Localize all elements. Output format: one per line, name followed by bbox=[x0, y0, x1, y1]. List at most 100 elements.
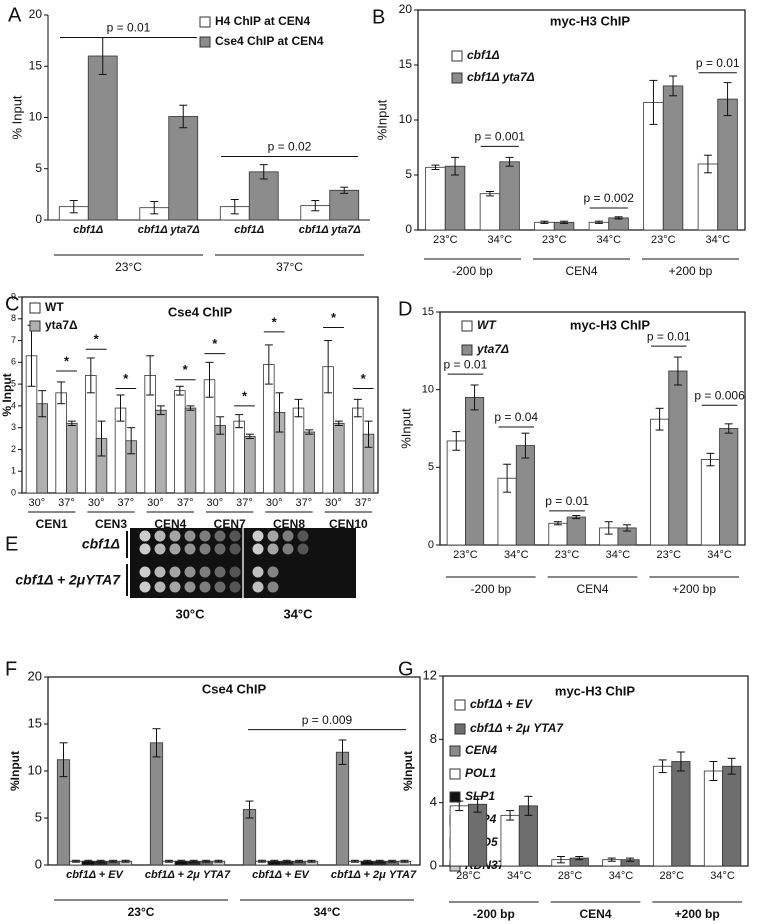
error-bar bbox=[505, 156, 514, 167]
colony bbox=[184, 543, 196, 555]
legend-label: cbf1Δ yta7Δ bbox=[467, 70, 535, 84]
group-label: CEN8 bbox=[273, 517, 305, 531]
legend-swatch bbox=[461, 320, 473, 332]
plot-frame bbox=[439, 311, 746, 546]
error-bar bbox=[109, 859, 118, 863]
colony bbox=[139, 543, 151, 555]
error-bar bbox=[607, 857, 616, 862]
error-bar bbox=[452, 431, 461, 451]
legend-label: yta7Δ bbox=[476, 342, 509, 356]
error-bar bbox=[307, 859, 316, 863]
y-tick-label: 9 bbox=[11, 291, 16, 301]
error-bar bbox=[67, 420, 76, 426]
error-bar bbox=[572, 514, 581, 520]
x-tick-label-box: 34°C bbox=[506, 870, 532, 882]
x-tick-label: 37° bbox=[354, 497, 372, 509]
bar bbox=[499, 161, 520, 231]
x-tick-label: cbf1Δ + EV bbox=[252, 869, 309, 881]
bar bbox=[697, 163, 719, 231]
error-bar bbox=[658, 759, 667, 774]
group-label: CEN4 bbox=[565, 264, 597, 278]
error-bar bbox=[189, 859, 198, 863]
bar bbox=[233, 420, 245, 494]
group-label: +200 bp bbox=[669, 264, 713, 278]
y-tick-label: 5 bbox=[35, 809, 42, 824]
legend-swatch bbox=[449, 745, 461, 757]
bar bbox=[717, 98, 738, 231]
error-bar bbox=[524, 795, 533, 816]
legend-swatch bbox=[29, 320, 41, 332]
error-bar bbox=[431, 164, 440, 170]
x-tick-label-box: 37° bbox=[58, 497, 75, 509]
colony bbox=[252, 530, 264, 542]
colony bbox=[252, 581, 264, 593]
error-bar bbox=[152, 728, 161, 758]
y-axis-label: % Input bbox=[0, 373, 14, 416]
x-tick-label: 34°C bbox=[506, 870, 532, 882]
y-tick-label: 20 bbox=[28, 668, 42, 683]
significance-label: * bbox=[123, 371, 129, 386]
chart-title: myc-H3 ChIP bbox=[570, 317, 651, 332]
colony bbox=[282, 530, 294, 542]
x-tick-label-box: 23°C bbox=[542, 234, 567, 246]
x-tick-label: 23°C bbox=[453, 549, 478, 561]
x-tick-label-box: 23°C bbox=[651, 234, 676, 246]
x-tick-label-box: 30° bbox=[88, 497, 105, 509]
error-bar bbox=[71, 859, 80, 863]
legend-swatch bbox=[451, 50, 463, 62]
group-label: +200 bp bbox=[672, 582, 716, 596]
x-tick-label: 34°C bbox=[705, 234, 731, 246]
colony bbox=[282, 543, 294, 555]
error-bar bbox=[473, 795, 482, 813]
y-tick-label: 7 bbox=[11, 335, 16, 345]
bar bbox=[608, 217, 629, 231]
y-axis-label: %Input bbox=[398, 408, 413, 449]
y-tick-label: 15 bbox=[29, 58, 43, 72]
error-bar bbox=[626, 857, 635, 862]
legend-swatch bbox=[454, 699, 466, 711]
error-bar bbox=[96, 859, 105, 863]
error-bar bbox=[724, 423, 733, 434]
plot-frame bbox=[417, 9, 746, 231]
colony bbox=[229, 543, 241, 555]
x-tick-label: 34°C bbox=[503, 549, 529, 561]
error-bar bbox=[311, 200, 320, 212]
bar bbox=[184, 407, 197, 494]
y-tick-label: 20 bbox=[29, 7, 43, 21]
y-tick-label: 0 bbox=[428, 539, 434, 551]
bar bbox=[66, 422, 78, 494]
legend-label: WT bbox=[45, 300, 64, 314]
bar bbox=[650, 418, 670, 546]
y-tick-label: 8 bbox=[11, 313, 16, 323]
bar bbox=[214, 425, 226, 494]
bar bbox=[449, 805, 469, 867]
error-bar bbox=[723, 82, 732, 117]
x-tick-label-box: 28°C bbox=[659, 870, 684, 882]
x-tick-label-box: 30° bbox=[207, 497, 224, 509]
panel-letter: B bbox=[372, 6, 385, 28]
panel-letter: G bbox=[398, 658, 414, 680]
bar bbox=[548, 522, 568, 546]
group-label: CEN1 bbox=[36, 517, 68, 531]
y-tick-label: 4 bbox=[430, 794, 437, 809]
colony bbox=[154, 566, 166, 578]
error-bar bbox=[216, 416, 225, 435]
x-tick-label: 30° bbox=[147, 497, 164, 509]
error-bar bbox=[164, 859, 173, 863]
temperature-label: 30°C bbox=[175, 606, 205, 621]
colony bbox=[199, 566, 211, 578]
significance-label: * bbox=[64, 353, 70, 368]
error-bar bbox=[59, 742, 68, 778]
legend-label: Cse4 ChIP at CEN4 bbox=[215, 34, 324, 48]
group-label: 37°C bbox=[276, 260, 303, 274]
error-bar bbox=[324, 340, 333, 394]
significance-label: p = 0.006 bbox=[694, 388, 745, 402]
error-bar bbox=[340, 186, 349, 194]
bar bbox=[425, 166, 446, 231]
group-label: -200 bp bbox=[473, 907, 515, 921]
legend-label: WT bbox=[477, 318, 497, 332]
error-bar bbox=[614, 216, 623, 220]
x-tick-label-box: 28°C bbox=[558, 870, 583, 882]
x-tick-label-box: 23°C bbox=[555, 549, 580, 561]
